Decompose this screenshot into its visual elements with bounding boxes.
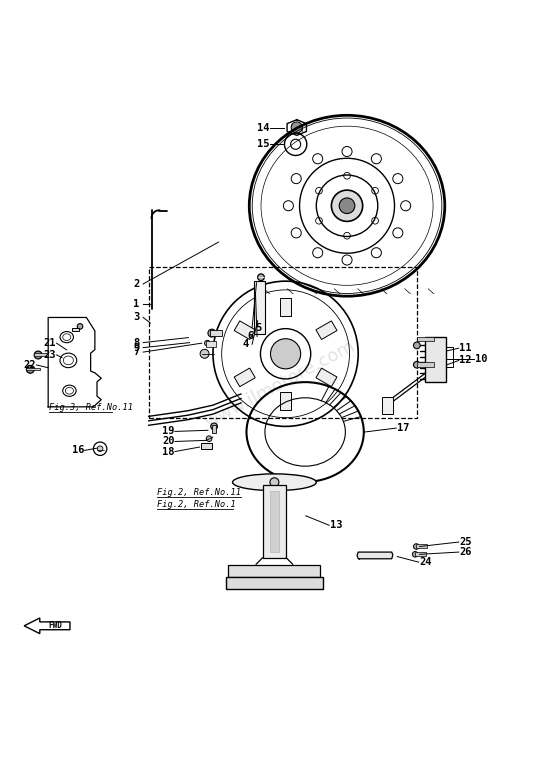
Ellipse shape [232, 474, 316, 491]
Circle shape [291, 122, 302, 133]
Circle shape [332, 190, 363, 221]
Text: 26: 26 [459, 547, 472, 557]
Polygon shape [280, 392, 291, 410]
Polygon shape [280, 298, 291, 315]
Circle shape [208, 329, 216, 337]
Text: 20: 20 [162, 437, 175, 447]
Polygon shape [24, 618, 70, 634]
Text: 9: 9 [133, 343, 139, 353]
Circle shape [339, 198, 355, 214]
Text: 16: 16 [72, 445, 84, 455]
Bar [425, 337, 446, 381]
Bar [416, 544, 427, 548]
Text: 14: 14 [257, 122, 269, 132]
Text: 10: 10 [475, 355, 487, 365]
Polygon shape [234, 368, 255, 387]
Polygon shape [316, 321, 337, 339]
Text: Fig.2, Ref.No.11: Fig.2, Ref.No.11 [157, 488, 241, 498]
Bar [228, 565, 320, 577]
Circle shape [34, 351, 42, 359]
Text: 22: 22 [24, 360, 36, 370]
Text: 19: 19 [162, 427, 175, 437]
Bar [149, 267, 417, 418]
Text: 7: 7 [133, 347, 139, 357]
Text: 1: 1 [133, 298, 139, 308]
Circle shape [211, 423, 217, 430]
Text: 3: 3 [133, 312, 139, 322]
Text: 25: 25 [459, 537, 472, 547]
Circle shape [413, 544, 419, 549]
Text: 11: 11 [459, 343, 472, 353]
Bar [34, 353, 48, 356]
Text: 17: 17 [396, 423, 409, 433]
Text: 21: 21 [44, 338, 56, 348]
Text: 15: 15 [257, 139, 269, 149]
Text: 8: 8 [133, 338, 139, 348]
Text: FWD: FWD [48, 621, 62, 631]
Bar [212, 425, 216, 433]
Bar [254, 281, 265, 335]
Text: Fig.2, Ref.No.1: Fig.2, Ref.No.1 [157, 500, 236, 508]
Text: 6: 6 [248, 331, 254, 341]
Text: 13: 13 [330, 521, 342, 531]
Text: 23: 23 [44, 350, 56, 360]
Circle shape [270, 338, 301, 369]
Text: 5: 5 [256, 322, 262, 332]
Bar [200, 443, 212, 449]
Circle shape [97, 446, 103, 451]
Text: www.ilmotore.com: www.ilmotore.com [202, 338, 358, 431]
Circle shape [204, 341, 210, 346]
Bar [72, 328, 79, 331]
Polygon shape [357, 552, 393, 559]
Text: 12: 12 [459, 355, 472, 365]
Circle shape [258, 274, 264, 281]
Circle shape [270, 478, 279, 487]
Text: 2: 2 [133, 279, 139, 289]
Bar [263, 485, 286, 558]
Bar [210, 330, 222, 337]
Circle shape [77, 324, 83, 329]
Polygon shape [234, 321, 255, 339]
Text: Fig.3, Ref.No.11: Fig.3, Ref.No.11 [49, 404, 133, 412]
Circle shape [413, 361, 420, 368]
Circle shape [206, 436, 212, 441]
Polygon shape [316, 368, 337, 387]
Bar [226, 577, 323, 589]
Circle shape [413, 342, 420, 349]
Bar [415, 552, 426, 556]
Circle shape [258, 284, 264, 290]
Bar [206, 341, 216, 347]
Bar [382, 398, 393, 414]
Circle shape [412, 551, 418, 557]
Bar [270, 491, 279, 552]
Circle shape [26, 365, 34, 373]
Bar [417, 337, 433, 341]
Bar [26, 368, 40, 371]
Circle shape [200, 349, 209, 358]
Text: 24: 24 [419, 557, 432, 568]
Text: 18: 18 [162, 447, 175, 457]
Bar [417, 362, 433, 367]
Text: 4: 4 [242, 339, 249, 349]
